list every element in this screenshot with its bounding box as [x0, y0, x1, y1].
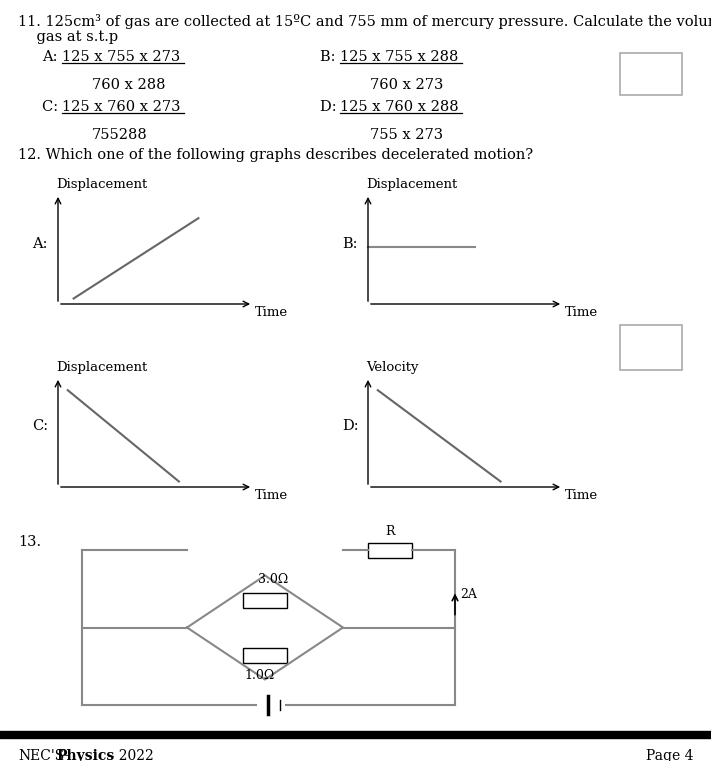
Text: Time: Time: [255, 306, 288, 319]
Text: 125 x 755 x 273: 125 x 755 x 273: [62, 50, 181, 64]
Text: Physics: Physics: [56, 749, 114, 761]
Text: 755 x 273: 755 x 273: [370, 128, 443, 142]
Bar: [620, 53, 682, 95]
Text: 125 x 755 x 288: 125 x 755 x 288: [340, 50, 459, 64]
Text: Displacement: Displacement: [366, 178, 457, 191]
Text: 3.0Ω: 3.0Ω: [258, 574, 288, 587]
Bar: [243, 594, 287, 609]
Text: 2A: 2A: [460, 588, 477, 601]
Text: NEC'S-: NEC'S-: [18, 749, 70, 761]
Text: 125 x 760 x 273: 125 x 760 x 273: [62, 100, 181, 114]
Text: 11. 125cm³ of gas are collected at 15ºC and 755 mm of mercury pressure. Calculat: 11. 125cm³ of gas are collected at 15ºC …: [18, 14, 711, 29]
Text: gas at s.t.p: gas at s.t.p: [18, 30, 118, 44]
Text: – 2022: – 2022: [103, 749, 154, 761]
Text: 760 x 273: 760 x 273: [370, 78, 444, 92]
Text: D:: D:: [342, 419, 358, 434]
Bar: [243, 648, 287, 663]
Text: A:: A:: [32, 237, 48, 250]
Text: 1.0Ω: 1.0Ω: [245, 669, 275, 682]
Text: Time: Time: [255, 489, 288, 502]
Text: B:: B:: [342, 237, 358, 250]
Text: 755288: 755288: [92, 128, 148, 142]
Text: Time: Time: [565, 489, 598, 502]
Bar: [368, 543, 412, 558]
Text: C:: C:: [32, 419, 48, 434]
Text: Page 4: Page 4: [646, 749, 693, 761]
Text: Displacement: Displacement: [56, 361, 147, 374]
Text: Time: Time: [565, 306, 598, 319]
Text: Velocity: Velocity: [366, 361, 419, 374]
Text: D:: D:: [320, 100, 341, 114]
Text: B:: B:: [320, 50, 340, 64]
Text: 12. Which one of the following graphs describes decelerated motion?: 12. Which one of the following graphs de…: [18, 148, 533, 162]
Text: C:: C:: [42, 100, 63, 114]
Text: 125 x 760 x 288: 125 x 760 x 288: [340, 100, 459, 114]
Text: Displacement: Displacement: [56, 178, 147, 191]
Text: 760 x 288: 760 x 288: [92, 78, 166, 92]
Text: 13.: 13.: [18, 535, 41, 549]
Text: A:: A:: [42, 50, 62, 64]
Text: R: R: [385, 525, 395, 538]
Bar: [620, 325, 682, 370]
